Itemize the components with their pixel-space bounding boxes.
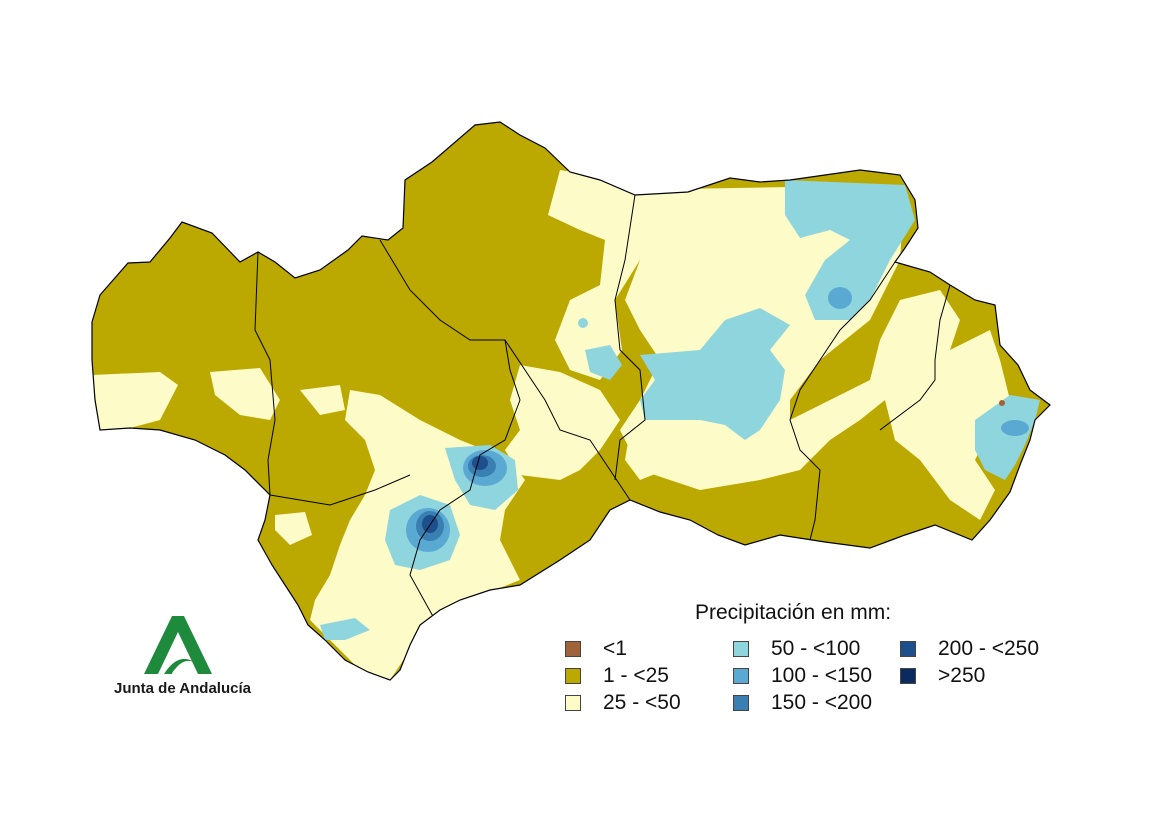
legend-item-150-200: 150 - <200 — [733, 691, 873, 714]
junta-andalucia-a-logo-icon — [144, 616, 212, 674]
legend-swatch — [900, 668, 916, 684]
province-borders — [254, 194, 951, 621]
legend-swatch — [565, 695, 581, 711]
legend-swatch — [565, 641, 581, 657]
legend-label: 1 - <25 — [603, 664, 669, 687]
legend-label: 25 - <50 — [603, 691, 681, 714]
legend-label: 50 - <100 — [771, 637, 861, 660]
legend-item-gt250: >250 — [900, 664, 986, 687]
legend-swatch — [900, 641, 916, 657]
logo-a-shape — [144, 616, 212, 674]
legend-item-1-25: 1 - <25 — [565, 664, 669, 687]
andalucia-outline — [91, 121, 1051, 681]
legend-swatch — [733, 641, 749, 657]
legend-item-100-150: 100 - <150 — [733, 664, 873, 687]
legend-label: 100 - <150 — [771, 664, 873, 687]
legend-swatch — [733, 668, 749, 684]
legend-label: <1 — [603, 637, 627, 660]
legend-item-lt1: <1 — [565, 637, 627, 660]
legend-label: >250 — [938, 664, 986, 687]
logo-text: Junta de Andalucía — [114, 680, 251, 697]
legend-label: 200 - <250 — [938, 637, 1040, 660]
legend-item-200-250: 200 - <250 — [900, 637, 1040, 660]
legend-item-50-100: 50 - <100 — [733, 637, 861, 660]
legend-swatch — [733, 695, 749, 711]
legend-item-25-50: 25 - <50 — [565, 691, 681, 714]
legend-swatch — [565, 668, 581, 684]
legend-label: 150 - <200 — [771, 691, 873, 714]
legend-title: Precipitación en mm: — [695, 601, 892, 624]
